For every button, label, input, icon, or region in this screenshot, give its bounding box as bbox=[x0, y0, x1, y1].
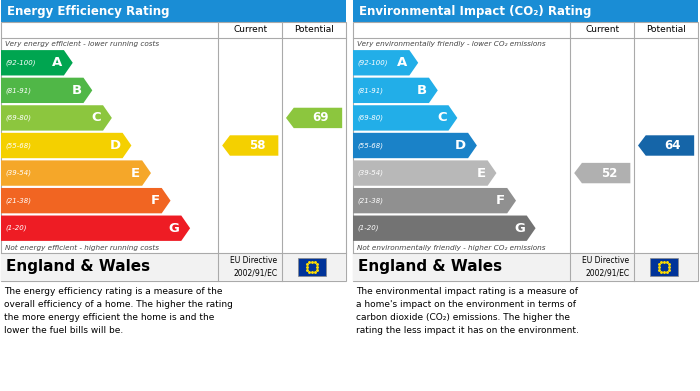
Text: England & Wales: England & Wales bbox=[358, 260, 502, 274]
Polygon shape bbox=[1, 160, 151, 186]
Bar bbox=[353, 253, 698, 281]
Text: EU Directive
2002/91/EC: EU Directive 2002/91/EC bbox=[230, 256, 277, 278]
Text: Not environmentally friendly - higher CO₂ emissions: Not environmentally friendly - higher CO… bbox=[357, 244, 545, 251]
Polygon shape bbox=[1, 50, 73, 75]
Text: Current: Current bbox=[233, 25, 267, 34]
Polygon shape bbox=[574, 163, 630, 183]
Text: A: A bbox=[397, 56, 407, 69]
Polygon shape bbox=[1, 133, 132, 158]
Text: England & Wales: England & Wales bbox=[6, 260, 150, 274]
Text: (1-20): (1-20) bbox=[357, 225, 379, 231]
Text: 58: 58 bbox=[248, 139, 265, 152]
Text: (39-54): (39-54) bbox=[357, 170, 383, 176]
Text: (39-54): (39-54) bbox=[5, 170, 31, 176]
Text: D: D bbox=[455, 139, 466, 152]
Text: G: G bbox=[514, 222, 525, 235]
Text: Current: Current bbox=[585, 25, 620, 34]
Polygon shape bbox=[353, 215, 536, 241]
Bar bbox=[650, 258, 678, 276]
Text: Energy Efficiency Rating: Energy Efficiency Rating bbox=[7, 5, 169, 18]
Text: (21-38): (21-38) bbox=[5, 197, 31, 204]
Text: (55-68): (55-68) bbox=[5, 142, 31, 149]
Polygon shape bbox=[286, 108, 342, 128]
Text: Very environmentally friendly - lower CO₂ emissions: Very environmentally friendly - lower CO… bbox=[357, 40, 545, 47]
Bar bbox=[298, 258, 326, 276]
Text: Not energy efficient - higher running costs: Not energy efficient - higher running co… bbox=[5, 244, 159, 251]
Polygon shape bbox=[1, 105, 112, 131]
Text: (69-80): (69-80) bbox=[357, 115, 383, 121]
Polygon shape bbox=[353, 78, 438, 103]
Text: F: F bbox=[496, 194, 505, 207]
Text: (92-100): (92-100) bbox=[357, 59, 388, 66]
Text: Very energy efficient - lower running costs: Very energy efficient - lower running co… bbox=[5, 40, 159, 47]
Text: G: G bbox=[169, 222, 179, 235]
Bar bbox=[353, 22, 698, 281]
Text: C: C bbox=[437, 111, 447, 124]
Text: (1-20): (1-20) bbox=[5, 225, 27, 231]
Polygon shape bbox=[353, 50, 418, 75]
Text: (81-91): (81-91) bbox=[5, 87, 31, 93]
Text: The energy efficiency rating is a measure of the
overall efficiency of a home. T: The energy efficiency rating is a measur… bbox=[4, 287, 233, 335]
Text: (21-38): (21-38) bbox=[357, 197, 383, 204]
Text: E: E bbox=[477, 167, 486, 179]
Text: 69: 69 bbox=[313, 111, 329, 124]
Polygon shape bbox=[638, 135, 694, 156]
Polygon shape bbox=[1, 188, 171, 213]
Polygon shape bbox=[353, 188, 516, 213]
Text: A: A bbox=[52, 56, 62, 69]
Text: The environmental impact rating is a measure of
a home's impact on the environme: The environmental impact rating is a mea… bbox=[356, 287, 579, 335]
Text: Potential: Potential bbox=[646, 25, 686, 34]
Text: B: B bbox=[71, 84, 81, 97]
Text: EU Directive
2002/91/EC: EU Directive 2002/91/EC bbox=[582, 256, 629, 278]
Bar bbox=[1, 22, 346, 281]
Text: (55-68): (55-68) bbox=[357, 142, 383, 149]
Text: E: E bbox=[131, 167, 140, 179]
Polygon shape bbox=[222, 135, 279, 156]
Bar bbox=[1, 253, 346, 281]
Text: (69-80): (69-80) bbox=[5, 115, 31, 121]
Text: F: F bbox=[150, 194, 160, 207]
Text: 52: 52 bbox=[601, 167, 617, 179]
Text: (92-100): (92-100) bbox=[5, 59, 36, 66]
Text: 64: 64 bbox=[664, 139, 681, 152]
Polygon shape bbox=[1, 78, 92, 103]
Polygon shape bbox=[353, 105, 457, 131]
Text: Potential: Potential bbox=[294, 25, 334, 34]
Text: (81-91): (81-91) bbox=[357, 87, 383, 93]
Polygon shape bbox=[1, 215, 190, 241]
Text: B: B bbox=[416, 84, 427, 97]
Polygon shape bbox=[353, 160, 496, 186]
Text: C: C bbox=[92, 111, 101, 124]
Text: Environmental Impact (CO₂) Rating: Environmental Impact (CO₂) Rating bbox=[359, 5, 592, 18]
Bar bbox=[353, 0, 698, 22]
Text: D: D bbox=[109, 139, 120, 152]
Polygon shape bbox=[353, 133, 477, 158]
Bar bbox=[1, 0, 346, 22]
